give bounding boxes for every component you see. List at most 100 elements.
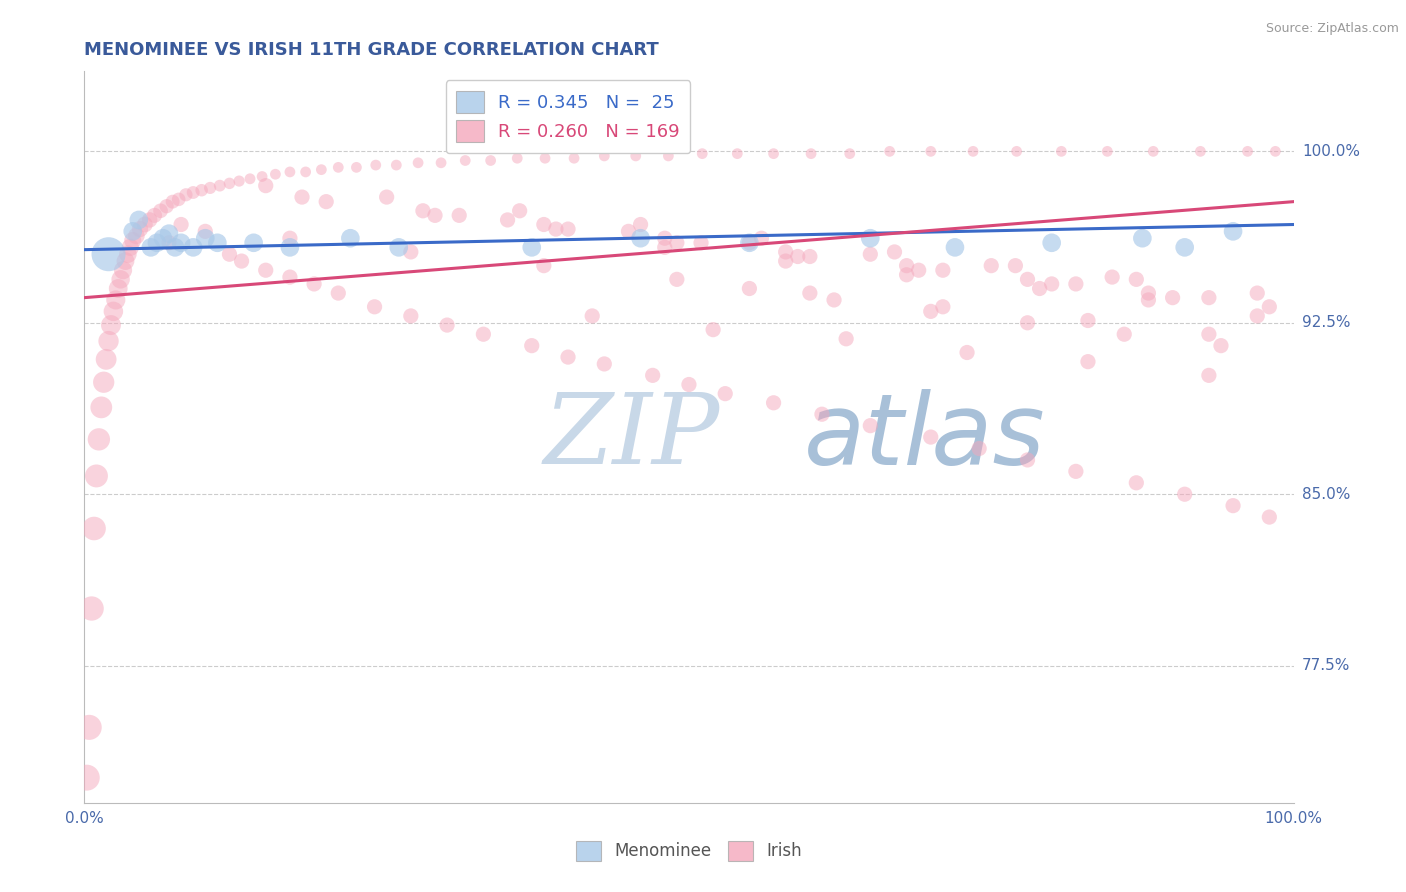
Point: [149, 203, 172, 218]
Point: [83, 521, 105, 535]
Point: [800, 146, 823, 161]
Point: [86, 469, 108, 483]
Point: [120, 240, 142, 254]
Point: [121, 234, 143, 248]
Point: [1222, 499, 1244, 513]
Point: [121, 224, 143, 238]
Point: [1017, 316, 1039, 330]
Text: atlas: atlas: [804, 389, 1046, 485]
Point: [1097, 145, 1119, 159]
Point: [104, 293, 127, 307]
Point: [593, 357, 616, 371]
Point: [139, 240, 162, 254]
Point: [436, 318, 458, 332]
Point: [97, 247, 120, 261]
Point: [339, 231, 361, 245]
Point: [838, 146, 860, 161]
Point: [157, 227, 180, 241]
Point: [1161, 291, 1184, 305]
Point: [896, 268, 918, 282]
Point: [1064, 464, 1087, 478]
Point: [385, 158, 408, 172]
Point: [346, 161, 368, 175]
Point: [364, 158, 387, 172]
Point: [1004, 259, 1026, 273]
Point: [1222, 224, 1244, 238]
Point: [1189, 145, 1212, 159]
Point: [630, 218, 652, 232]
Point: [479, 153, 502, 168]
Point: [799, 286, 821, 301]
Point: [430, 155, 453, 169]
Point: [714, 386, 737, 401]
Point: [194, 224, 217, 238]
Point: [1198, 368, 1220, 383]
Text: MENOMINEE VS IRISH 11TH GRADE CORRELATION CHART: MENOMINEE VS IRISH 11TH GRADE CORRELATIO…: [84, 41, 659, 59]
Point: [94, 352, 117, 367]
Point: [665, 235, 688, 250]
Point: [90, 401, 112, 415]
Point: [630, 231, 652, 245]
Point: [125, 229, 148, 244]
Point: [654, 240, 676, 254]
Point: [1017, 453, 1039, 467]
Point: [506, 151, 529, 165]
Point: [278, 270, 301, 285]
Point: [738, 235, 761, 250]
Point: [302, 277, 325, 291]
Point: [328, 161, 350, 175]
Point: [509, 203, 531, 218]
Point: [859, 418, 882, 433]
Point: [114, 254, 136, 268]
Point: [194, 231, 217, 245]
Point: [399, 309, 422, 323]
Point: [1137, 286, 1160, 301]
Point: [291, 190, 314, 204]
Point: [278, 165, 301, 179]
Point: [388, 240, 411, 254]
Point: [1005, 145, 1028, 159]
Point: [472, 327, 495, 342]
Point: [264, 167, 287, 181]
Point: [449, 208, 471, 222]
Point: [112, 263, 135, 277]
Point: [278, 240, 301, 254]
Point: [533, 259, 555, 273]
Point: [859, 231, 882, 245]
Point: [932, 263, 955, 277]
Point: [87, 433, 110, 447]
Point: [207, 235, 229, 250]
Point: [665, 272, 688, 286]
Point: [143, 208, 166, 222]
Point: [198, 181, 221, 195]
Point: [786, 250, 808, 264]
Point: [174, 187, 197, 202]
Point: [544, 222, 567, 236]
Point: [1174, 487, 1197, 501]
Point: [520, 240, 543, 254]
Point: [1258, 300, 1281, 314]
Point: [1198, 327, 1220, 342]
Point: [170, 218, 193, 232]
Point: [920, 145, 942, 159]
Point: [678, 377, 700, 392]
Point: [1017, 272, 1039, 286]
Point: [1264, 145, 1286, 159]
Point: [399, 244, 422, 259]
Point: [93, 375, 115, 389]
Point: [859, 247, 882, 261]
Point: [967, 442, 990, 456]
Point: [943, 240, 966, 254]
Point: [775, 254, 797, 268]
Point: [110, 272, 132, 286]
Point: [1101, 270, 1123, 285]
Point: [77, 720, 100, 734]
Point: [1246, 309, 1268, 323]
Point: [1258, 510, 1281, 524]
Point: [254, 178, 277, 193]
Point: [76, 771, 98, 785]
Point: [129, 222, 152, 236]
Point: [496, 213, 519, 227]
Point: [932, 300, 955, 314]
Point: [375, 190, 398, 204]
